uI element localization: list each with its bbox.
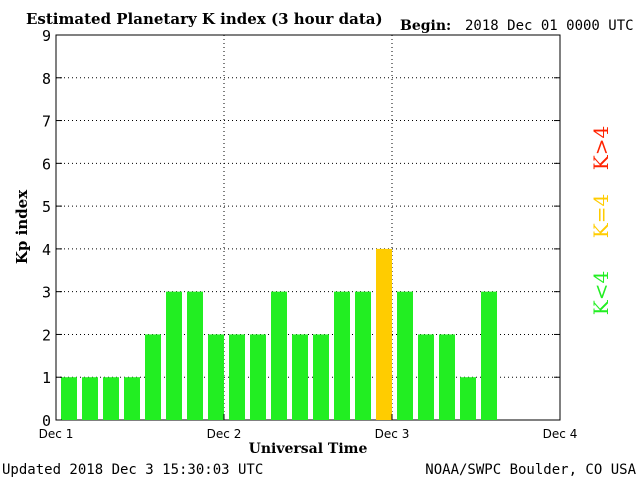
legend-k-greater-4: K>4 <box>589 126 613 170</box>
kp-bar <box>397 291 413 420</box>
y-axis-label: Kp index <box>13 189 31 264</box>
y-tick-label: 9 <box>42 27 51 45</box>
x-tick-label: Dec 4 <box>543 427 578 441</box>
kp-bar <box>187 291 203 420</box>
x-axis-label: Universal Time <box>249 441 368 457</box>
kp-bar <box>418 334 434 420</box>
x-tick-label: Dec 1 <box>39 427 74 441</box>
y-tick-label: 2 <box>42 326 51 344</box>
kp-bar <box>292 334 308 420</box>
kp-bar <box>208 334 224 420</box>
x-axis-ticks: Dec 1 Dec 2 Dec 3 Dec 4 <box>39 414 578 441</box>
legend-k-equal-4: K=4 <box>589 194 613 238</box>
kp-bar <box>229 334 245 420</box>
x-tick-label: Dec 2 <box>207 427 242 441</box>
kp-bar <box>124 377 140 420</box>
kp-bar <box>481 291 497 420</box>
chart-title: Estimated Planetary K index (3 hour data… <box>26 10 383 28</box>
kp-bar <box>334 291 350 420</box>
y-tick-label: 7 <box>42 113 51 131</box>
y-axis-ticks: 0 1 2 3 4 5 6 7 8 9 <box>42 27 560 430</box>
kp-bar <box>271 291 287 420</box>
data-source: NOAA/SWPC Boulder, CO USA <box>425 462 636 478</box>
updated-timestamp: Updated 2018 Dec 3 15:30:03 UTC <box>2 462 263 478</box>
y-tick-label: 3 <box>42 284 51 302</box>
kp-bar <box>460 377 476 420</box>
y-tick-label: 4 <box>42 241 51 259</box>
kp-bar <box>82 377 98 420</box>
kp-bar <box>355 291 371 420</box>
y-tick-label: 0 <box>42 412 51 430</box>
y-tick-label: 8 <box>42 70 51 88</box>
kp-bar <box>250 334 266 420</box>
x-tick-label: Dec 3 <box>375 427 410 441</box>
kp-bar <box>313 334 329 420</box>
kp-bar <box>145 334 161 420</box>
kp-bar <box>166 291 182 420</box>
kp-bar <box>376 248 392 420</box>
begin-value: 2018 Dec 01 0000 UTC <box>465 18 634 34</box>
y-tick-label: 5 <box>42 198 51 216</box>
y-tick-label: 1 <box>42 369 51 387</box>
bars-group <box>61 248 497 420</box>
kp-bar <box>103 377 119 420</box>
kp-bar <box>439 334 455 420</box>
kp-bar <box>61 377 77 420</box>
begin-label: Begin: <box>400 18 451 34</box>
legend-k-less-4: K<4 <box>589 271 613 315</box>
y-tick-label: 6 <box>42 155 51 173</box>
